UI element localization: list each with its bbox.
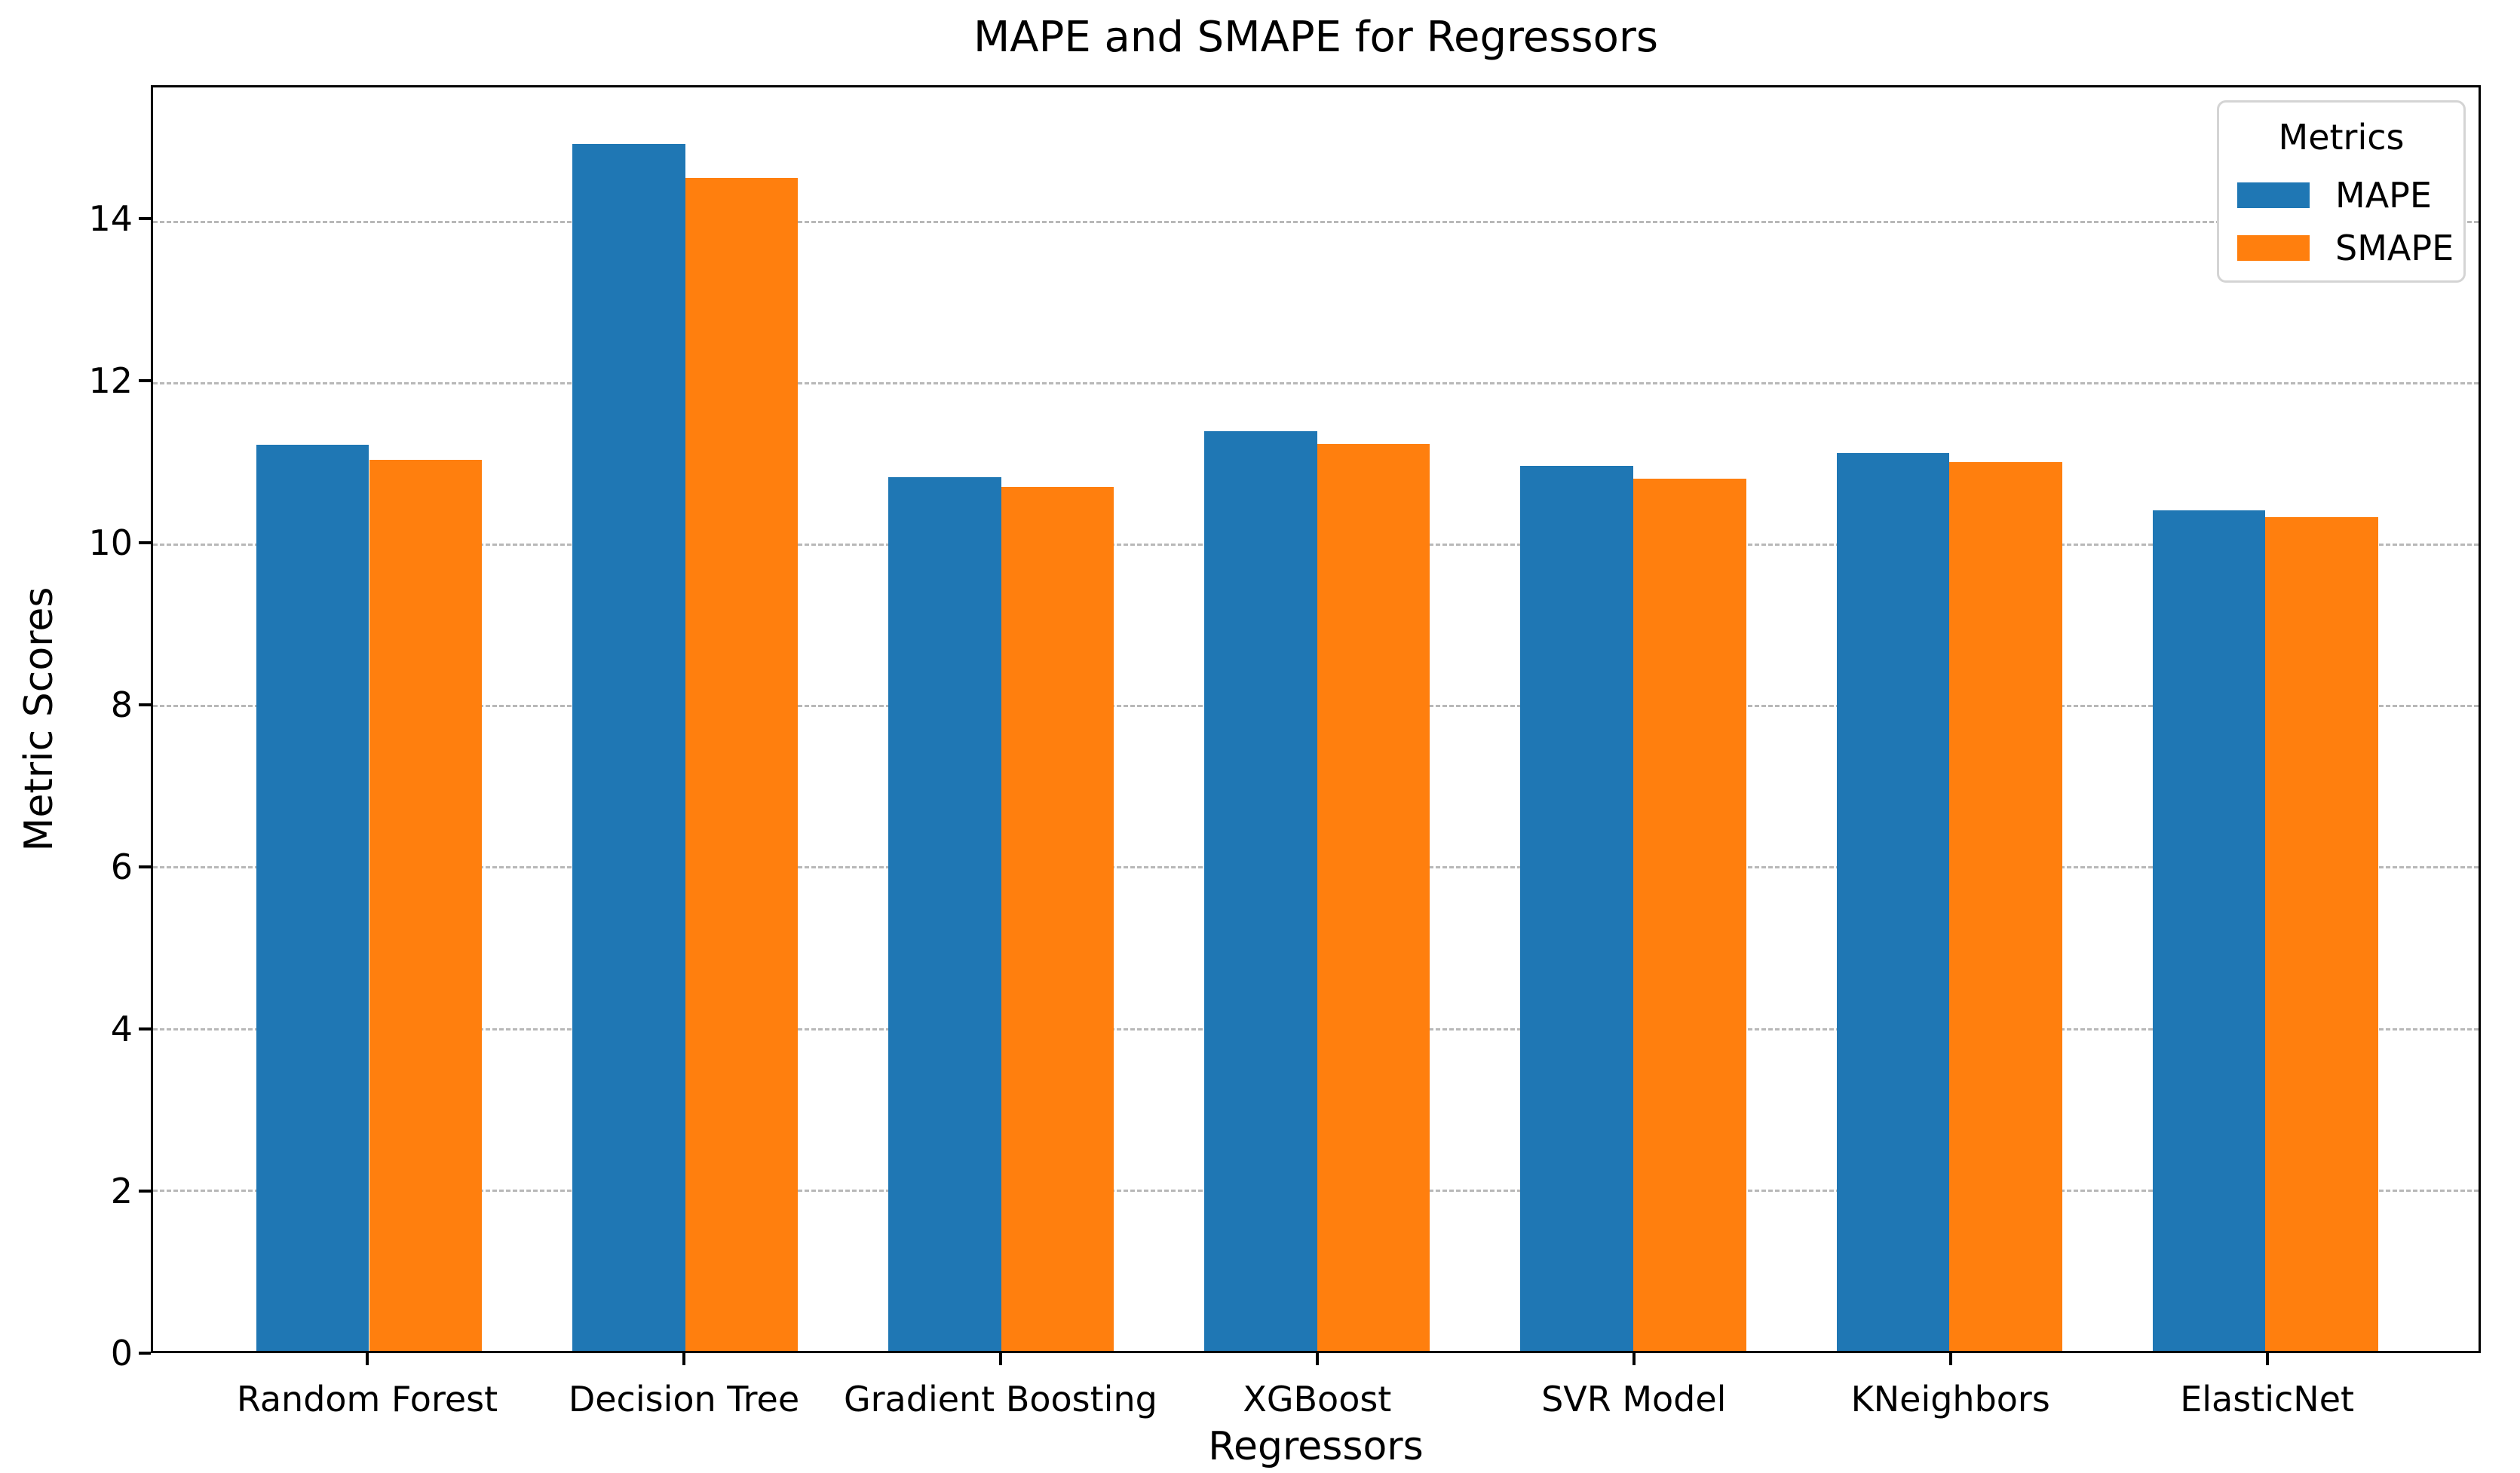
x-tick-mark-svr-model (1632, 1353, 1636, 1365)
bar-mape-xgboost (1204, 431, 1317, 1351)
y-tick-label-8: 8 (110, 684, 133, 726)
legend-swatch-mape (2237, 182, 2310, 208)
y-tick-mark-0 (139, 1352, 151, 1355)
y-tick-label-0: 0 (110, 1333, 133, 1373)
y-tick-label-2: 2 (110, 1171, 133, 1212)
bar-mape-gradient-boosting (888, 477, 1001, 1351)
legend-title: Metrics (2278, 117, 2405, 158)
bar-smape-gradient-boosting (1001, 487, 1114, 1351)
bar-smape-xgboost (1317, 444, 1430, 1351)
bar-smape-decision-tree (685, 177, 799, 1351)
legend-entry-mape: MAPE (2237, 176, 2445, 214)
bar-smape-elasticnet (2265, 516, 2378, 1351)
y-tick-label-12: 12 (88, 360, 133, 402)
bar-smape-svr-model (1632, 479, 1746, 1351)
plot-area: Metrics MAPE SMAPE (151, 85, 2481, 1353)
y-tick-mark-4 (139, 1027, 151, 1031)
x-tick-mark-xgboost (1315, 1353, 1319, 1365)
y-tick-mark-12 (139, 379, 151, 383)
x-tick-label-svr-model: SVR Model (1541, 1379, 1727, 1419)
gridline-y-12 (153, 381, 2479, 384)
y-tick-mark-8 (139, 703, 151, 707)
legend-entries: MAPE SMAPE (2237, 176, 2454, 267)
x-tick-label-xgboost: XGBoost (1243, 1379, 1392, 1419)
legend-swatch-smape (2237, 235, 2310, 261)
y-axis-label: Metric Scores (17, 586, 62, 852)
y-tick-label-4: 4 (110, 1009, 133, 1050)
y-tick-mark-6 (139, 865, 151, 869)
bar-smape-kneighbors (1949, 461, 2062, 1351)
bar-mape-kneighbors (1836, 453, 1950, 1351)
legend-label-smape: SMAPE (2335, 228, 2454, 268)
y-tick-label-6: 6 (110, 847, 133, 888)
x-tick-label-random-forest: Random Forest (236, 1379, 498, 1419)
x-tick-label-elasticnet: ElasticNet (2180, 1379, 2355, 1419)
gridline-y-14 (153, 220, 2479, 223)
chart-title: MAPE and SMAPE for Regressors (973, 13, 1659, 62)
bar-mape-decision-tree (572, 143, 685, 1351)
x-tick-label-kneighbors: KNeighbors (1850, 1379, 2050, 1419)
y-tick-mark-10 (139, 541, 151, 545)
x-tick-mark-elasticnet (2265, 1353, 2269, 1365)
legend: Metrics MAPE SMAPE (2217, 100, 2466, 283)
x-tick-label-decision-tree: Decision Tree (568, 1379, 800, 1419)
x-axis-label: Regressors (1208, 1424, 1424, 1469)
y-tick-mark-2 (139, 1190, 151, 1193)
bar-mape-svr-model (1520, 466, 1633, 1351)
bar-mape-random-forest (256, 445, 369, 1351)
y-tick-label-14: 14 (88, 198, 133, 240)
y-tick-mark-14 (139, 217, 151, 221)
x-tick-mark-random-forest (366, 1353, 369, 1365)
bar-smape-random-forest (369, 459, 483, 1351)
x-tick-label-gradient-boosting: Gradient Boosting (844, 1379, 1157, 1419)
y-tick-label-10: 10 (88, 522, 133, 564)
legend-entry-smape: SMAPE (2237, 229, 2454, 267)
x-tick-mark-gradient-boosting (998, 1353, 1002, 1365)
legend-label-mape: MAPE (2335, 175, 2432, 216)
x-tick-mark-kneighbors (1948, 1353, 1952, 1365)
bar-mape-elasticnet (2152, 510, 2266, 1351)
x-tick-mark-decision-tree (682, 1353, 685, 1365)
